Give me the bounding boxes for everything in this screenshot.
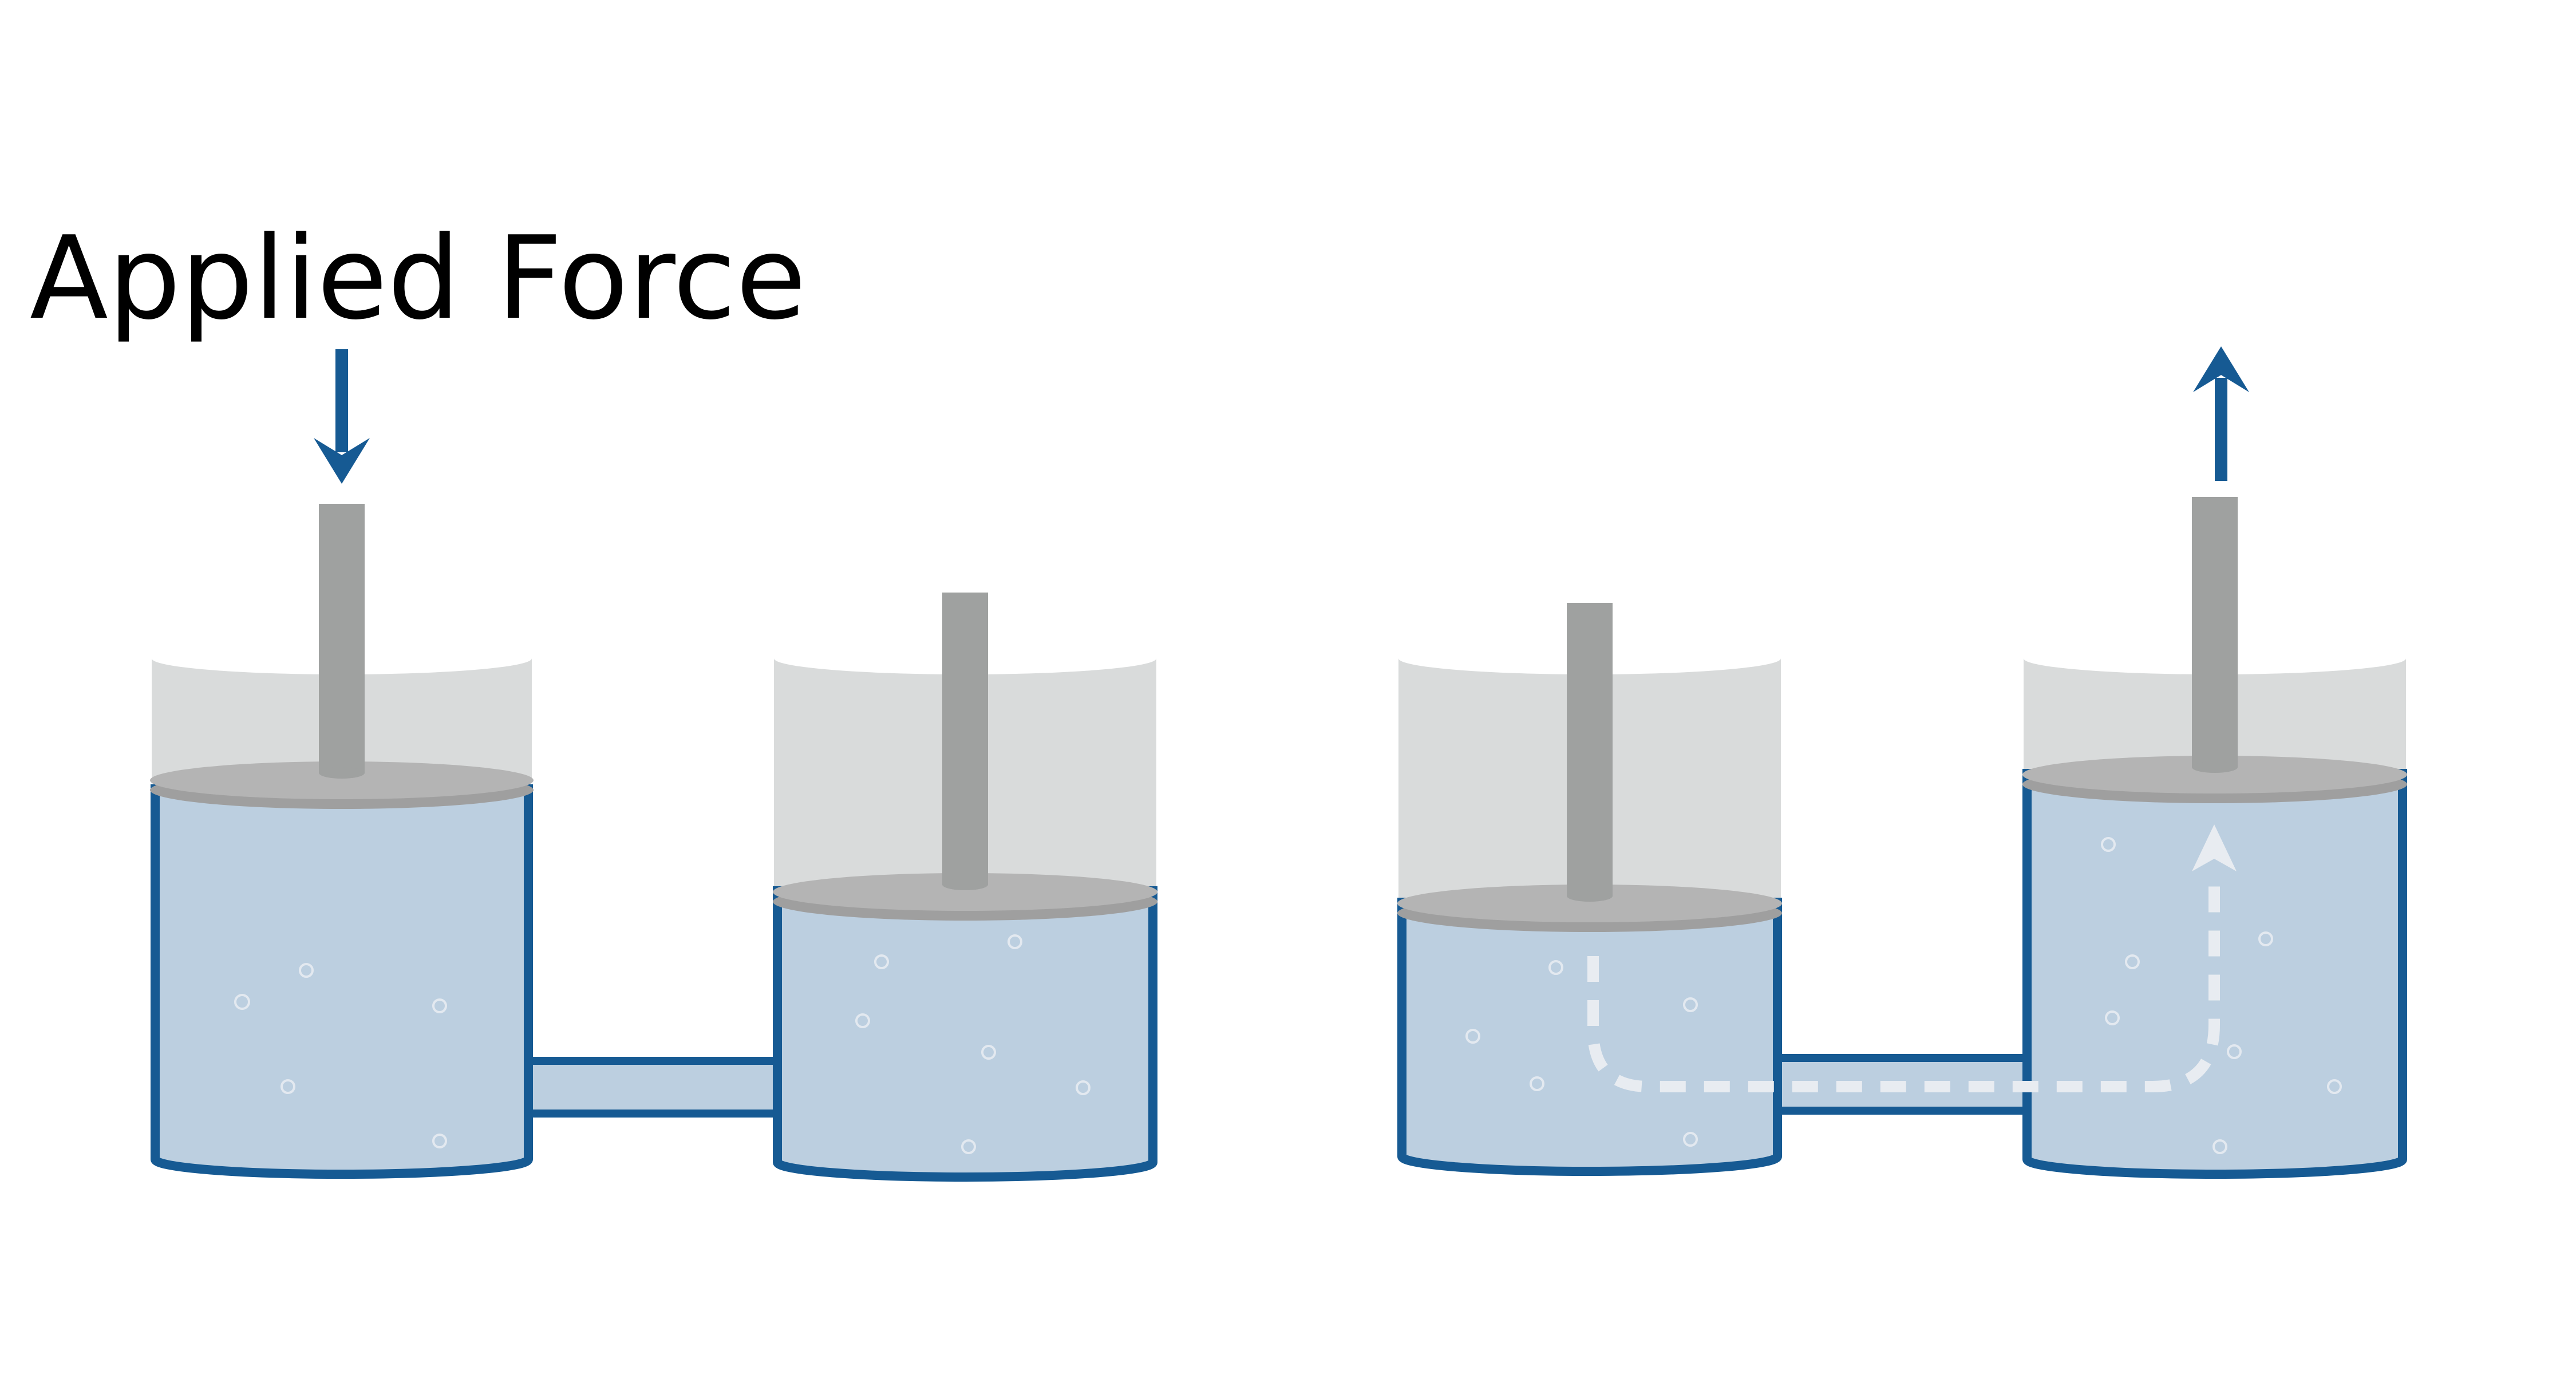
fluid-bubbles — [1465, 960, 1698, 1147]
fluid-bubbles — [234, 963, 447, 1148]
system-after — [1397, 346, 2408, 1179]
applied-force-label: Applied Force — [30, 212, 807, 345]
system-before — [149, 504, 1158, 1182]
piston — [150, 761, 534, 809]
left-cylinder — [149, 504, 535, 1179]
piston-rod — [319, 504, 365, 779]
piston-rod — [1567, 603, 1613, 902]
fluid-bubbles — [2101, 837, 2342, 1154]
dashed-flow-arrow-icon — [1587, 824, 2237, 1092]
piston-rod — [942, 593, 988, 890]
piston — [773, 873, 1157, 921]
up-arrow-icon — [2193, 346, 2249, 481]
fluid-bubbles — [855, 934, 1091, 1154]
left-cylinder — [1397, 603, 1783, 1176]
piston-rod — [2192, 497, 2238, 773]
piston — [2022, 756, 2407, 803]
down-arrow-icon — [314, 349, 370, 484]
piston — [1397, 885, 1782, 932]
right-cylinder — [772, 593, 1158, 1182]
connecting-pipe — [518, 1057, 788, 1118]
